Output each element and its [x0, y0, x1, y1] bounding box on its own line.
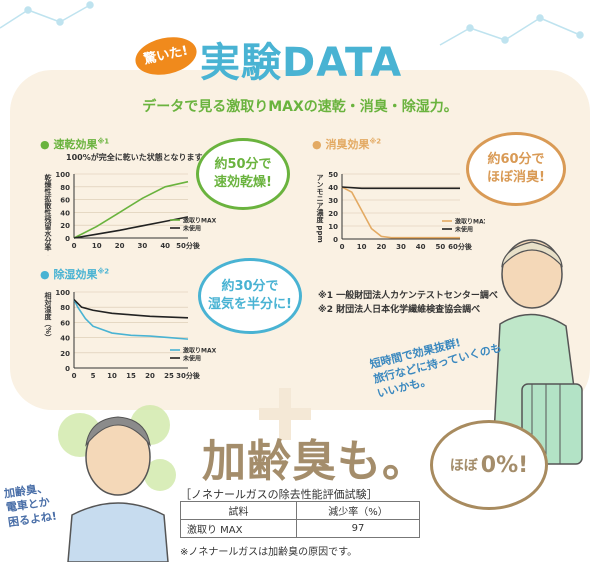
chart-dehumidify: 0 20 40 60 80 100 0 5 10 15 20 25 30分後 相対湿度（%） 激取りMAX未…: [44, 289, 217, 380]
series-line-1: [73, 299, 189, 319]
chart-title-quick-dry: ● 速乾効果※1: [40, 137, 110, 151]
table-cell: 97: [296, 519, 420, 538]
callout-dehumidify: 約30分で 湿気を半分に!: [198, 258, 302, 334]
legend-label: 未使用: [183, 225, 201, 233]
y-tick-label: 20: [60, 350, 70, 358]
y-tick-label: 30: [328, 197, 338, 205]
table-header-cell: 減少率（%）: [296, 501, 420, 520]
x-tick-label: 5: [91, 372, 96, 380]
x-tick-label: 20: [115, 242, 125, 250]
y-tick-label: 10: [328, 223, 338, 231]
y-axis-label: 相対湿度（%）: [44, 291, 53, 341]
legend-label: 激取りMAX: [183, 217, 217, 225]
x-tick-label: 50分後: [176, 241, 201, 250]
callout-deodorize: 約60分で ほぼ消臭!: [466, 132, 566, 206]
series-line-1: [73, 216, 189, 239]
footnote-1: ※1 一般財団法人カケンテストセンター調べ: [318, 291, 498, 301]
plus-decoration: [259, 388, 311, 440]
x-tick-label: 30分後: [176, 371, 201, 380]
y-tick-label: 40: [60, 335, 70, 343]
person-caption: 加齢臭、 電車とか 困るよね!: [3, 481, 58, 529]
evaluation-note: ※ノネナールガスは加齢臭の原因です。: [180, 547, 358, 558]
table-cell: 激取り MAX: [179, 519, 298, 538]
x-tick-label: 0: [72, 372, 77, 380]
y-tick-label: 80: [60, 304, 70, 312]
series-line-0: [73, 299, 189, 340]
x-tick-label: 15: [126, 372, 136, 380]
x-tick-label: 10: [92, 242, 102, 250]
y-axis-label: アンモニア濃度 ppm: [316, 174, 325, 243]
y-tick-label: 100: [55, 289, 70, 297]
x-tick-label: 60分後: [448, 242, 473, 251]
aging-headline: 加齢臭も。: [202, 436, 427, 487]
y-tick-label: 0: [333, 236, 338, 244]
footnote-2: ※2 財団法人日本化学繊維検査協会調べ: [318, 305, 481, 315]
legend-label: 激取りMAX: [455, 218, 485, 226]
table-row: 激取り MAX 97: [179, 519, 420, 538]
y-tick-label: 20: [60, 222, 70, 230]
table-header-row: 試料 減少率（%）: [179, 501, 420, 520]
series-line-0: [73, 180, 189, 239]
y-tick-label: 100: [55, 171, 70, 179]
page-title: 実験DATA: [200, 40, 403, 86]
y-tick-label: 20: [328, 210, 338, 218]
table-header-cell: 試料: [179, 501, 298, 520]
chart-title-deodorize: ● 消臭効果※2: [312, 137, 382, 151]
x-tick-label: 30: [138, 242, 148, 250]
y-tick-label: 0: [65, 235, 70, 243]
callout-quick-dry: 約50分で 速効乾燥!: [196, 138, 290, 210]
x-tick-label: 10: [107, 372, 117, 380]
x-tick-label: 50: [435, 243, 445, 251]
x-tick-label: 40: [160, 242, 170, 250]
evaluation-table: 試料 減少率（%） 激取り MAX 97: [179, 501, 420, 538]
man-illustration: [58, 405, 176, 562]
x-tick-label: 20: [376, 243, 386, 251]
legend-label: 未使用: [455, 226, 473, 234]
y-tick-label: 60: [60, 319, 70, 327]
data-panel: [10, 70, 590, 410]
y-axis-label: 乾燥性拡散性残留水分率（%）: [44, 173, 53, 256]
x-tick-label: 10: [357, 243, 367, 251]
series-line-0: [341, 186, 460, 239]
legend-label: 未使用: [183, 355, 201, 363]
aging-zero-bubble: ほぼ 0%!: [430, 420, 548, 510]
series-line-1: [341, 186, 460, 190]
y-tick-label: 80: [60, 184, 70, 192]
y-tick-label: 40: [328, 184, 338, 192]
x-tick-label: 0: [72, 242, 77, 250]
y-tick-label: 0: [65, 365, 70, 373]
chart-title-dehumidify: ● 除湿効果※2: [40, 267, 110, 281]
network-decoration: [0, 1, 584, 46]
x-tick-label: 40: [416, 243, 426, 251]
chart-quick-dry: 0 20 40 60 80 100 0 10 20 30 40 50分後 乾燥性拡散性残留水分率（%） 激…: [44, 171, 217, 256]
quick-dry-note: 100%が完全に乾いた状態となります。: [66, 153, 210, 162]
x-tick-label: 30: [396, 243, 406, 251]
y-tick-label: 60: [60, 197, 70, 205]
x-tick-label: 25: [164, 372, 174, 380]
x-tick-label: 0: [340, 243, 345, 251]
x-tick-label: 20: [145, 372, 155, 380]
page-subtitle: データで見る激取りMAXの速乾・消臭・除湿力。: [142, 99, 458, 115]
y-tick-label: 50: [328, 171, 338, 179]
y-tick-label: 40: [60, 209, 70, 217]
evaluation-title: ［ノネナールガスの除去性能評価試験］: [180, 488, 378, 501]
legend-label: 激取りMAX: [183, 347, 217, 355]
